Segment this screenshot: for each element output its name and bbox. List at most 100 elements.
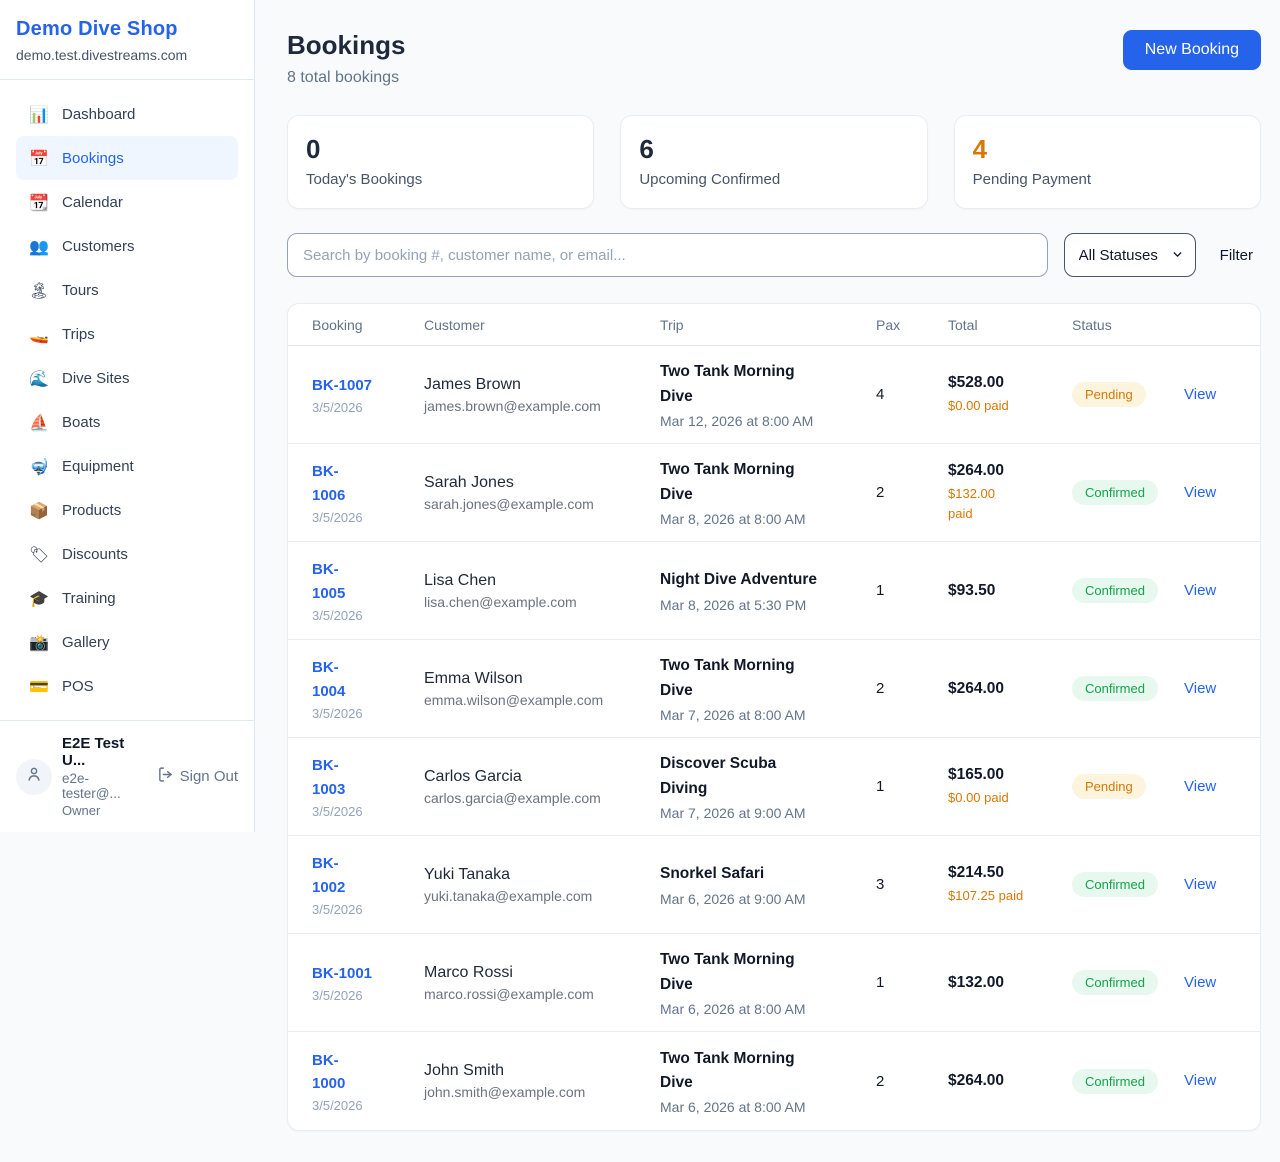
- sidebar-item-products[interactable]: 📦 Products: [16, 488, 238, 532]
- booking-cell: BK- 1005 3/5/2026: [312, 558, 424, 623]
- table-header-row: Booking Customer Trip Pax Total Status: [288, 304, 1260, 346]
- trip-datetime: Mar 6, 2026 at 9:00 AM: [660, 890, 806, 907]
- sidebar-item-boats[interactable]: ⛵ Boats: [16, 400, 238, 444]
- equipment-icon: 🤿: [29, 456, 49, 476]
- total-amount: $165.00: [948, 765, 1005, 783]
- view-link[interactable]: View: [1184, 973, 1217, 991]
- sidebar-item-label: Boats: [62, 413, 101, 431]
- sidebar-item-trips[interactable]: 🚤 Trips: [16, 312, 238, 356]
- sidebar-item-dashboard[interactable]: 📊 Dashboard: [16, 92, 238, 136]
- paid-amount: $0.00 paid: [948, 789, 1009, 805]
- booking-id-link[interactable]: BK- 1002: [312, 855, 346, 896]
- booking-cell: BK- 1000 3/5/2026: [312, 1049, 424, 1114]
- status-cell: Pending: [1072, 774, 1184, 799]
- actions-cell: View: [1184, 876, 1236, 894]
- table-row: BK- 1003 3/5/2026 Carlos Garcia carlos.g…: [288, 738, 1260, 836]
- total-amount: $264.00: [948, 1072, 1005, 1089]
- filter-row: All Statuses Filter: [287, 233, 1261, 277]
- status-select[interactable]: All Statuses: [1063, 233, 1196, 277]
- booking-id-link[interactable]: BK- 1005: [312, 561, 346, 602]
- actions-cell: View: [1184, 778, 1236, 796]
- view-link[interactable]: View: [1184, 1072, 1217, 1089]
- sign-out-icon: [157, 766, 174, 787]
- booking-date: 3/5/2026: [312, 988, 363, 1004]
- stat-label: Pending Payment: [972, 171, 1092, 188]
- sidebar-item-label: Gallery: [62, 633, 110, 651]
- status-badge: Confirmed: [1072, 1068, 1158, 1094]
- trip-datetime: Mar 8, 2026 at 5:30 PM: [660, 596, 807, 613]
- sidebar-item-training[interactable]: 🎓 Training: [16, 576, 238, 620]
- stat-value: 6: [639, 134, 654, 164]
- actions-cell: View: [1184, 680, 1236, 698]
- sidebar-item-bookings[interactable]: 📅 Bookings: [16, 136, 238, 180]
- trip-cell: Two Tank Morning Dive Mar 6, 2026 at 8:0…: [660, 948, 876, 1016]
- page-title: Bookings: [287, 30, 406, 60]
- table-row: BK- 1000 3/5/2026 John Smith john.smith@…: [288, 1032, 1260, 1130]
- new-booking-button[interactable]: New Booking: [1122, 30, 1261, 70]
- customer-email: carlos.garcia@example.com: [424, 789, 601, 806]
- total-cell: $132.00: [948, 974, 1072, 992]
- customer-name: Carlos Garcia: [424, 767, 522, 785]
- view-link[interactable]: View: [1184, 483, 1217, 501]
- sidebar-nav: 📊 Dashboard 📅 Bookings 📆 Calendar 👥 Cust…: [0, 80, 254, 720]
- booking-id-link[interactable]: BK- 1006: [312, 463, 346, 504]
- trip-name: Two Tank Morning Dive: [660, 461, 795, 503]
- view-link[interactable]: View: [1184, 385, 1217, 403]
- total-amount: $214.50: [948, 863, 1005, 881]
- sidebar: Demo Dive Shop demo.test.divestreams.com…: [0, 0, 255, 832]
- sidebar-item-gallery[interactable]: 📸 Gallery: [16, 620, 238, 664]
- booking-id-link[interactable]: BK- 1004: [312, 659, 346, 700]
- actions-cell: View: [1184, 1072, 1236, 1090]
- booking-cell: BK-1007 3/5/2026: [312, 374, 424, 415]
- sidebar-item-pos[interactable]: 💳 POS: [16, 664, 238, 708]
- sidebar-item-calendar[interactable]: 📆 Calendar: [16, 180, 238, 224]
- paid-amount: $0.00 paid: [948, 397, 1009, 413]
- customer-email: marco.rossi@example.com: [424, 985, 594, 1002]
- dive-sites-icon: 🌊: [29, 368, 49, 388]
- customer-name: Yuki Tanaka: [424, 865, 510, 883]
- booking-date: 3/5/2026: [312, 901, 363, 917]
- sidebar-item-equipment[interactable]: 🤿 Equipment: [16, 444, 238, 488]
- paid-amount: $132.00 paid: [948, 486, 995, 521]
- trip-name: Two Tank Morning Dive: [660, 951, 795, 993]
- column-header-customer: Customer: [424, 316, 485, 333]
- trip-cell: Night Dive Adventure Mar 8, 2026 at 5:30…: [660, 568, 876, 612]
- filter-button[interactable]: Filter: [1219, 246, 1253, 264]
- sidebar-item-tours[interactable]: 🏝 Tours: [16, 268, 238, 312]
- customer-name: Emma Wilson: [424, 669, 523, 687]
- boats-icon: ⛵: [29, 412, 49, 432]
- booking-cell: BK-1001 3/5/2026: [312, 962, 424, 1003]
- customer-email: sarah.jones@example.com: [424, 495, 594, 512]
- view-link[interactable]: View: [1184, 679, 1217, 697]
- sidebar-item-discounts[interactable]: 🏷 Discounts: [16, 532, 238, 576]
- brand-name[interactable]: Demo Dive Shop: [16, 18, 178, 40]
- booking-id-link[interactable]: BK-1007: [312, 376, 373, 394]
- search-input[interactable]: [287, 233, 1048, 277]
- trip-datetime: Mar 7, 2026 at 8:00 AM: [660, 706, 806, 723]
- view-link[interactable]: View: [1184, 875, 1217, 893]
- table-body: BK-1007 3/5/2026 James Brown james.brown…: [288, 346, 1260, 1130]
- trip-name: Two Tank Morning Dive: [660, 1049, 795, 1091]
- discounts-icon: 🏷: [28, 544, 50, 564]
- booking-id-link[interactable]: BK- 1003: [312, 757, 346, 798]
- sidebar-item-label: Dashboard: [62, 105, 136, 123]
- page-subtitle: 8 total bookings: [287, 69, 400, 86]
- pax-cell: 4: [876, 386, 885, 403]
- sign-out-button[interactable]: Sign Out: [157, 766, 238, 787]
- stat-value: 0: [306, 134, 321, 164]
- view-link[interactable]: View: [1184, 581, 1217, 599]
- booking-date: 3/5/2026: [312, 509, 363, 525]
- booking-id-link[interactable]: BK- 1000: [312, 1051, 346, 1092]
- stat-label: Upcoming Confirmed: [639, 171, 781, 188]
- stat-value: 4: [972, 134, 988, 164]
- trip-datetime: Mar 8, 2026 at 8:00 AM: [660, 510, 806, 527]
- view-link[interactable]: View: [1184, 777, 1217, 795]
- stat-card: 4 Pending Payment: [953, 115, 1261, 209]
- customer-name: Sarah Jones: [424, 473, 514, 491]
- sidebar-item-dive-sites[interactable]: 🌊 Dive Sites: [16, 356, 238, 400]
- booking-id-link[interactable]: BK-1001: [312, 964, 373, 982]
- trip-cell: Two Tank Morning Dive Mar 8, 2026 at 8:0…: [660, 458, 876, 526]
- booking-date: 3/5/2026: [312, 705, 363, 721]
- customer-cell: Marco Rossi marco.rossi@example.com: [424, 964, 660, 1002]
- sidebar-item-customers[interactable]: 👥 Customers: [16, 224, 238, 268]
